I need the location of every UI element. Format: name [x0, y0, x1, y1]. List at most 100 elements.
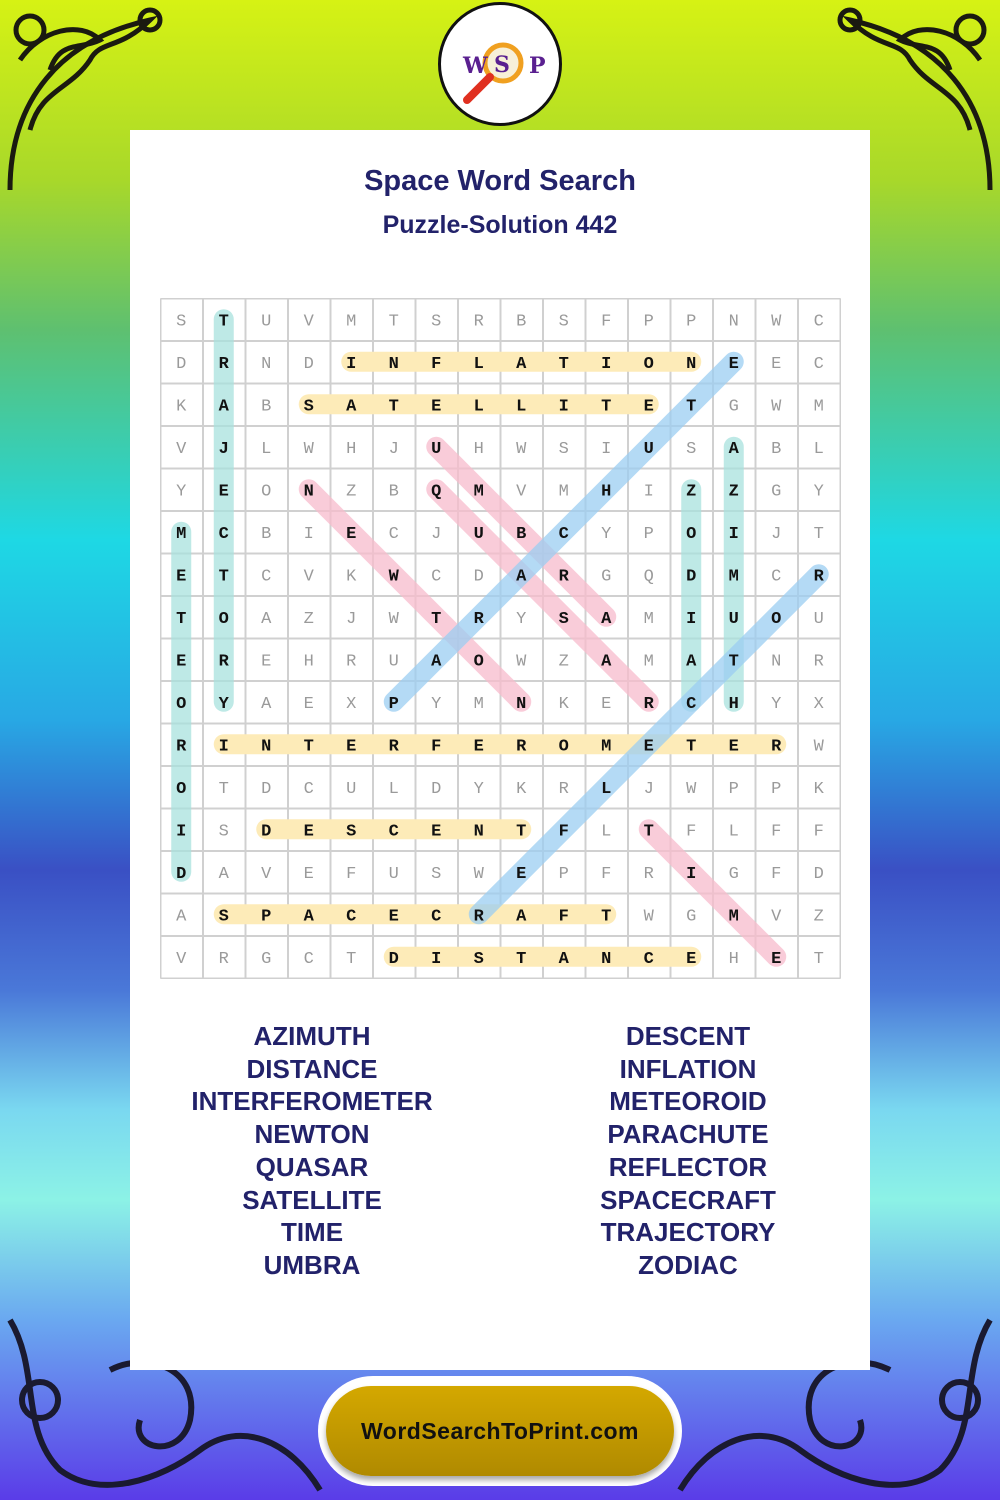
grid-cell: Y [219, 695, 230, 714]
grid-cell: H [729, 950, 739, 969]
grid-cell: D [176, 865, 186, 884]
grid-cell: D [686, 567, 696, 586]
grid-cell: T [729, 652, 739, 671]
grid-cell: F [431, 355, 441, 374]
grid-cell: C [814, 355, 824, 374]
grid-cell: W [686, 780, 697, 799]
grid-cell: C [686, 695, 696, 714]
grid-cell: T [389, 397, 399, 416]
grid-cell: C [644, 950, 654, 969]
grid-cell: E [346, 525, 356, 544]
grid-cell: G [729, 397, 739, 416]
grid-cell: Z [304, 610, 314, 629]
grid-cell: E [176, 652, 186, 671]
grid-cell: U [261, 312, 271, 331]
grid-cell: O [261, 482, 271, 501]
grid-cell: C [261, 567, 271, 586]
grid-cell: O [644, 355, 654, 374]
grid-cell: M [601, 737, 611, 756]
page-subtitle: Puzzle-Solution 442 [382, 211, 618, 239]
grid-cell: M [644, 610, 654, 629]
grid-cell: A [559, 950, 570, 969]
grid-cell: I [176, 822, 186, 841]
logo-letter-s: S [494, 52, 510, 78]
grid-cell: L [474, 355, 484, 374]
grid-cell: N [601, 950, 611, 969]
grid-cell: T [516, 822, 526, 841]
grid-cell: D [474, 567, 484, 586]
grid-cell: W [389, 610, 400, 629]
grid-cell: S [176, 312, 186, 331]
grid-cell: R [814, 652, 824, 671]
grid-cell: E [601, 695, 611, 714]
grid-cell: S [219, 907, 229, 926]
grid-cell: P [644, 525, 654, 544]
grid-cell: B [516, 312, 526, 331]
grid-cell: E [729, 355, 739, 374]
grid-cell: R [219, 355, 230, 374]
grid-cell: V [176, 950, 187, 969]
grid-cell: S [304, 397, 314, 416]
grid-cell: U [644, 440, 654, 459]
grid-cell: C [346, 907, 356, 926]
grid-cell: R [559, 567, 570, 586]
grid-cell: E [176, 567, 186, 586]
grid-cell: F [601, 312, 611, 331]
grid-cell: J [219, 440, 229, 459]
grid-cell: S [346, 822, 356, 841]
grid-cell: D [176, 355, 186, 374]
grid-cell: F [346, 865, 356, 884]
grid-cell: R [644, 695, 655, 714]
grid-cell: Y [601, 525, 611, 544]
grid-cell: F [559, 907, 569, 926]
grid-cell: T [219, 780, 229, 799]
grid-cell: B [261, 525, 271, 544]
grid-cell: A [304, 907, 315, 926]
grid-cell: C [431, 567, 441, 586]
grid-cell: N [474, 822, 484, 841]
grid-cell: D [389, 950, 399, 969]
grid-cell: N [771, 652, 781, 671]
logo-letter-p: P [529, 53, 546, 79]
grid-cell: E [431, 397, 441, 416]
grid-cell: A [261, 610, 272, 629]
grid-cell: S [559, 440, 569, 459]
grid-cell: S [686, 440, 696, 459]
grid-cell: W [771, 397, 782, 416]
grid-cell: Z [686, 482, 696, 501]
word-list-item: QUASAR [255, 1151, 369, 1182]
grid-cell: P [559, 865, 569, 884]
word-list-item: INFLATION [619, 1053, 757, 1084]
grid-cell: M [474, 695, 484, 714]
grid-cell: M [346, 312, 356, 331]
grid-cell: M [729, 567, 739, 586]
grid-cell: N [389, 355, 399, 374]
site-link-button[interactable]: WordSearchToPrint.com [326, 1386, 674, 1476]
grid-cell: A [346, 397, 357, 416]
ornament-top-left [7, 7, 163, 191]
grid-cell: Z [346, 482, 356, 501]
grid-cell: A [729, 440, 740, 459]
grid-cell: L [389, 780, 399, 799]
footer-badge: WordSearchToPrint.com [318, 1376, 682, 1486]
grid-cell: K [346, 567, 357, 586]
grid-cell: E [304, 865, 314, 884]
grid-cell: I [601, 355, 611, 374]
grid-cell: W [474, 865, 485, 884]
grid-cell: U [814, 610, 824, 629]
grid-cell: G [601, 567, 611, 586]
grid-cell: W [304, 440, 315, 459]
grid-cell: V [261, 865, 272, 884]
grid-cell: M [729, 907, 739, 926]
grid-cell: E [686, 950, 696, 969]
grid-cell: O [559, 737, 569, 756]
grid-cell: N [729, 312, 739, 331]
grid-cell: A [686, 652, 697, 671]
grid-cell: S [219, 822, 229, 841]
word-list-right: DESCENT INFLATION METEOROID PARACHUTE REFLEC… [508, 1020, 868, 1282]
grid-cell: B [261, 397, 271, 416]
grid-cell: O [176, 780, 186, 799]
grid-cell: Y [516, 610, 526, 629]
highlight-quasar [426, 479, 659, 712]
word-list-item: REFLECTOR [608, 1151, 768, 1182]
